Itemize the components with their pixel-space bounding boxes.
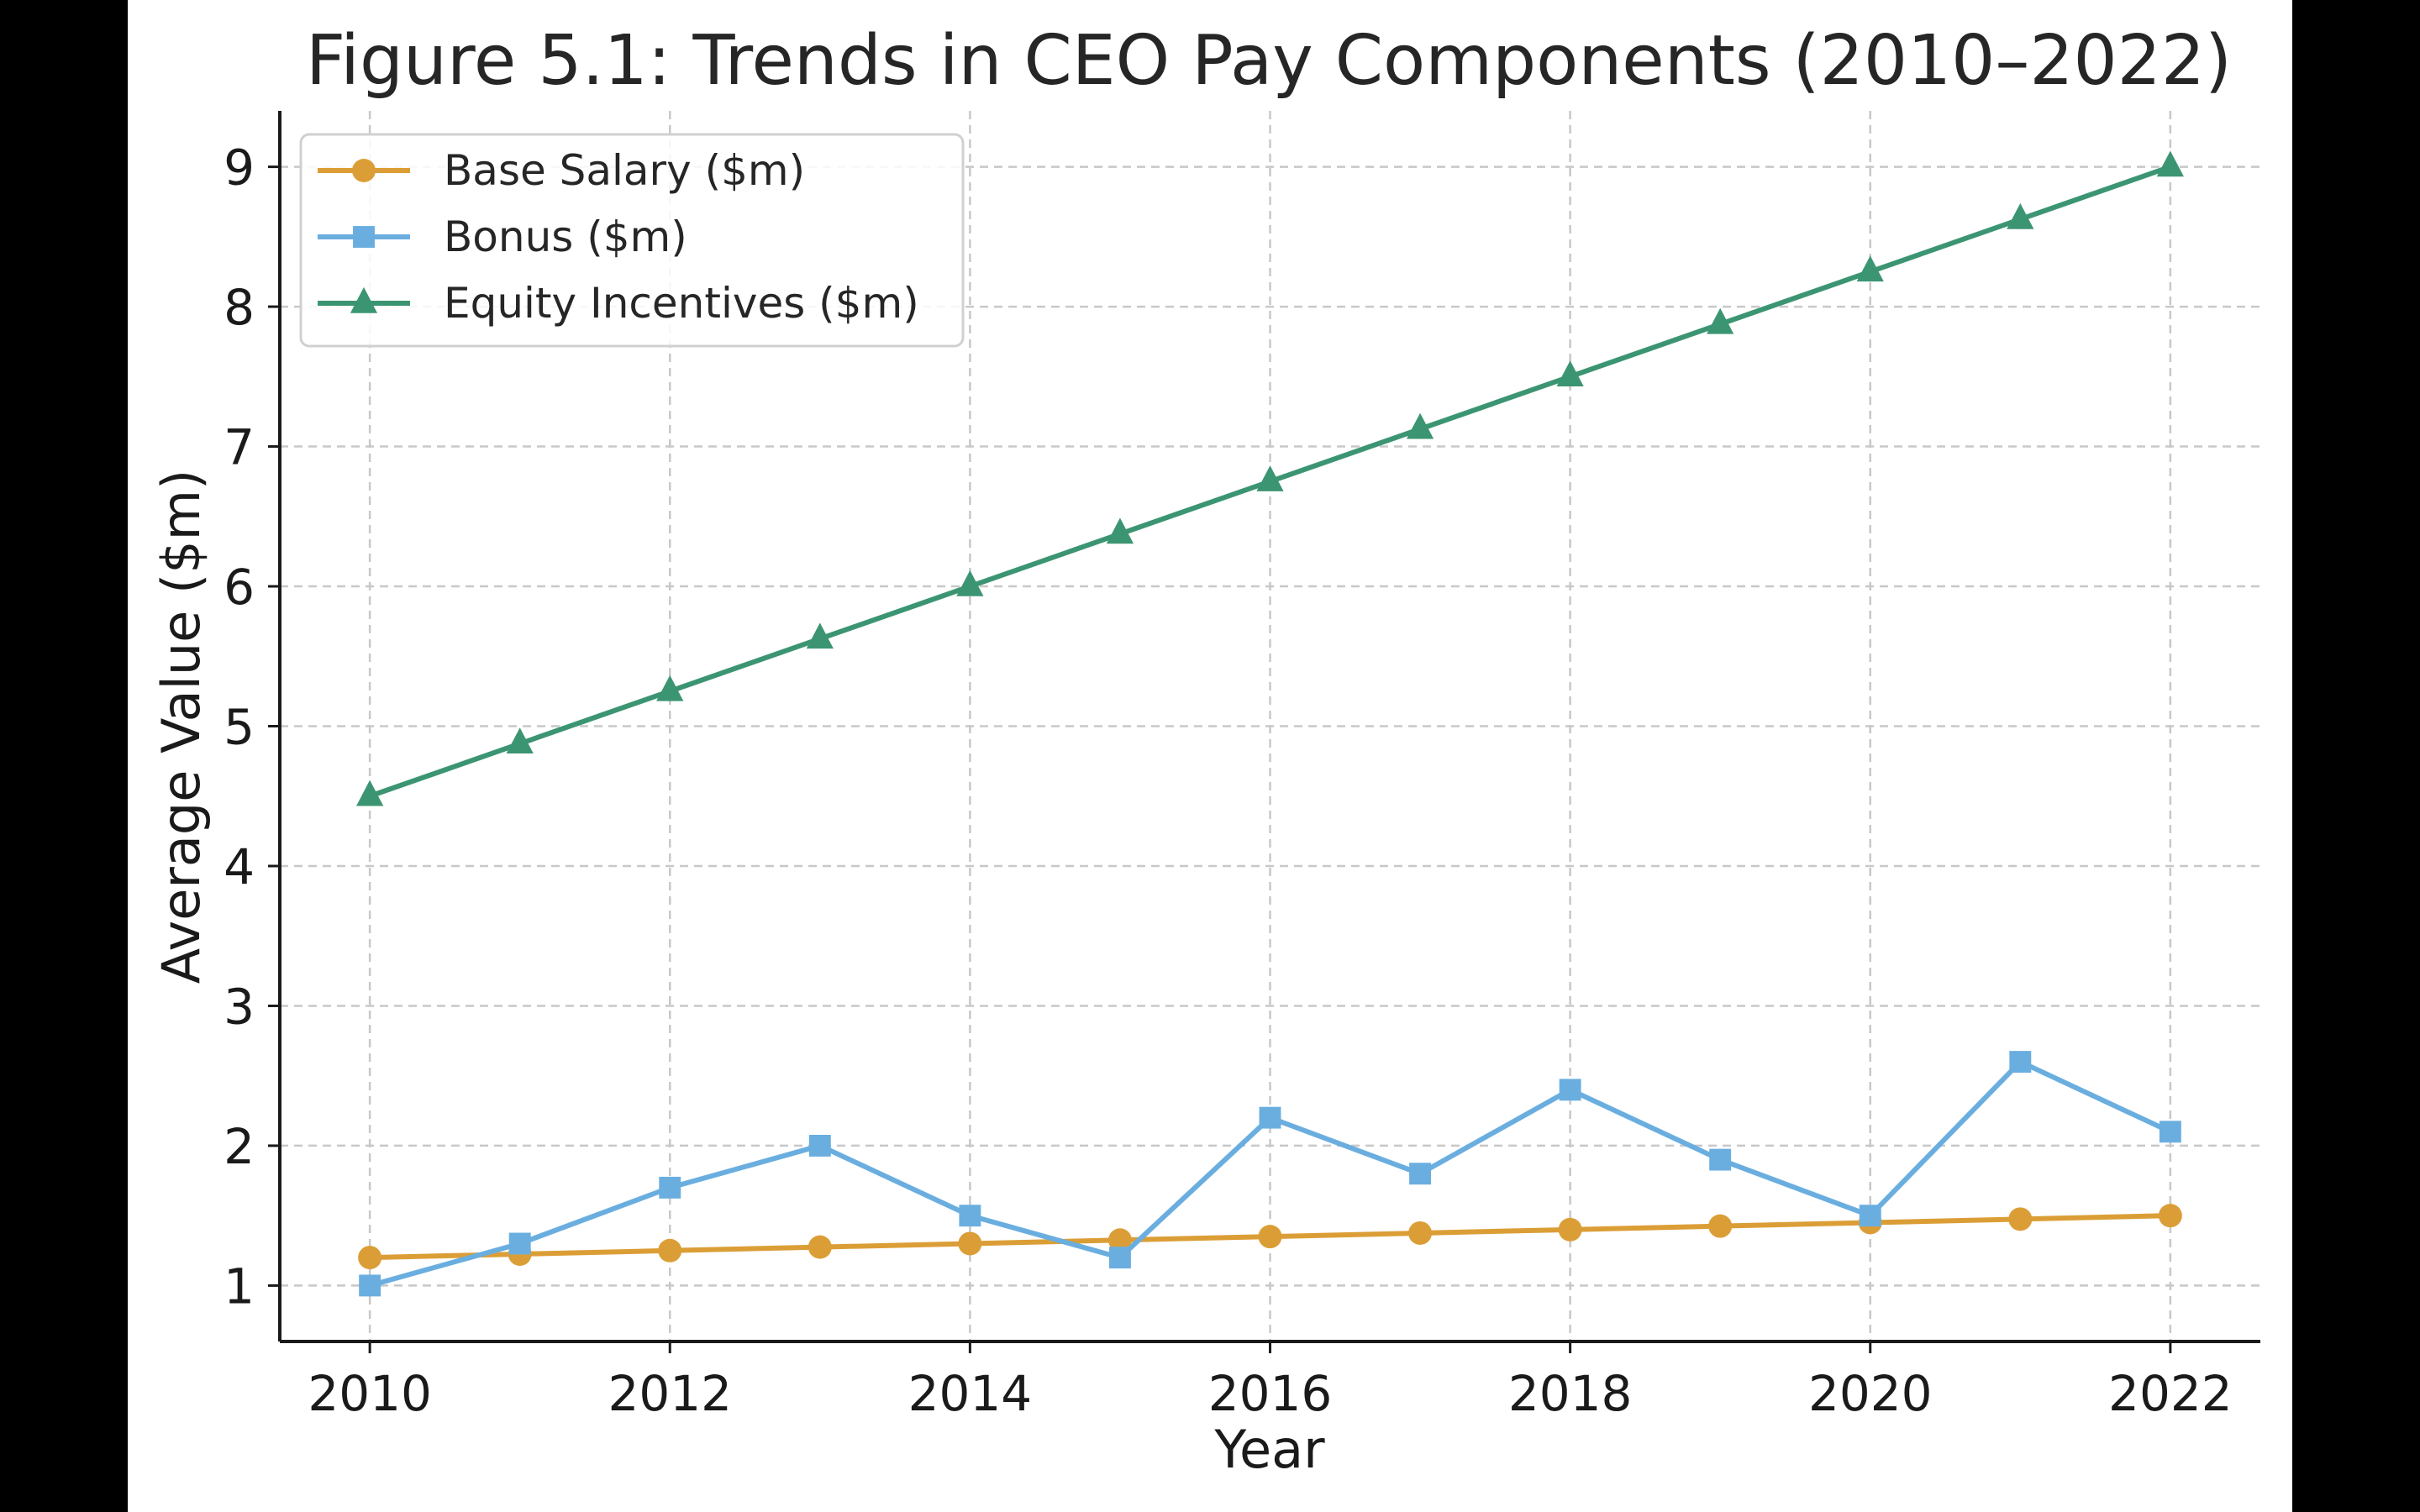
data-point: [2007, 202, 2034, 229]
data-point: [808, 1235, 832, 1259]
data-point: [1408, 1221, 1433, 1245]
data-point: [2159, 1121, 2181, 1143]
legend-marker: [352, 159, 376, 182]
data-point: [808, 1134, 831, 1157]
data-point: [959, 1205, 981, 1227]
data-point: [658, 1238, 682, 1263]
y-tick-label: 6: [224, 559, 255, 616]
data-point: [1708, 1214, 1733, 1238]
data-point: [1859, 1205, 1881, 1227]
y-tick-label: 2: [224, 1118, 255, 1175]
data-point: [1256, 465, 1284, 491]
data-point: [1856, 255, 1884, 282]
y-tick-label: 9: [224, 139, 255, 197]
x-tick-label: 2022: [2108, 1365, 2233, 1422]
chart-title: Figure 5.1: Trends in CEO Pay Components…: [306, 21, 2232, 101]
data-point: [956, 570, 984, 596]
data-point: [1709, 1148, 1732, 1171]
legend-marker: [350, 286, 378, 313]
legend-items: Base Salary ($m) Bonus ($m) Equity Incenti…: [318, 146, 919, 328]
data-point: [506, 727, 534, 754]
data-point: [2158, 1204, 2182, 1228]
data-point: [508, 1232, 531, 1255]
legend: Base Salary ($m) Bonus ($m) Equity Incenti…: [299, 133, 965, 348]
data-point: [1559, 1079, 1581, 1101]
x-tick-label: 2014: [908, 1365, 1033, 1422]
series-triangle-group: [356, 150, 2184, 806]
data-point: [806, 622, 834, 649]
series-square-group: [359, 1051, 2181, 1297]
data-point: [1107, 1228, 1132, 1252]
legend-label: Equity Incentives ($m): [444, 279, 919, 328]
data-point: [2008, 1207, 2033, 1231]
x-tick-label: 2016: [1208, 1365, 1333, 1422]
data-point: [1409, 1163, 1432, 1185]
data-point: [359, 1274, 381, 1297]
data-point: [659, 1176, 681, 1199]
y-tick-label: 3: [224, 978, 255, 1035]
y-tick-label: 1: [224, 1257, 255, 1315]
data-point: [1259, 1106, 1281, 1129]
ticks: 2010 2012 2014 2016 2018 2020 2022 1 2 3 4 5 6 7 8 9: [224, 139, 2233, 1422]
data-point: [356, 780, 384, 806]
data-point: [1558, 1217, 1582, 1242]
data-point: [1108, 1247, 1131, 1269]
legend-label: Base Salary ($m): [444, 146, 805, 195]
data-point: [1556, 360, 1584, 387]
data-point: [1106, 517, 1134, 544]
y-tick-label: 5: [224, 699, 255, 756]
y-tick-label: 4: [224, 838, 255, 895]
legend-marker: [353, 226, 375, 248]
data-point: [2156, 150, 2184, 177]
x-tick-label: 2012: [608, 1365, 732, 1422]
legend-box: [299, 133, 965, 348]
data-point: [1258, 1225, 1282, 1249]
x-tick-label: 2020: [1808, 1365, 1933, 1422]
series: [356, 150, 2184, 1297]
data-point: [358, 1246, 382, 1270]
x-tick-label: 2010: [308, 1365, 432, 1422]
data-point: [1406, 412, 1434, 439]
x-tick-label: 2018: [1508, 1365, 1633, 1422]
data-point: [2009, 1051, 2032, 1073]
y-tick-label: 8: [224, 279, 255, 336]
y-axis-label: Average Value ($m): [150, 470, 212, 984]
data-point: [1707, 307, 1734, 334]
data-point: [656, 675, 684, 701]
x-axis-label: Year: [1213, 1419, 1325, 1480]
legend-label: Bonus ($m): [444, 213, 687, 261]
data-point: [958, 1231, 982, 1256]
grid: [280, 111, 2260, 1341]
y-tick-label: 7: [224, 419, 255, 476]
